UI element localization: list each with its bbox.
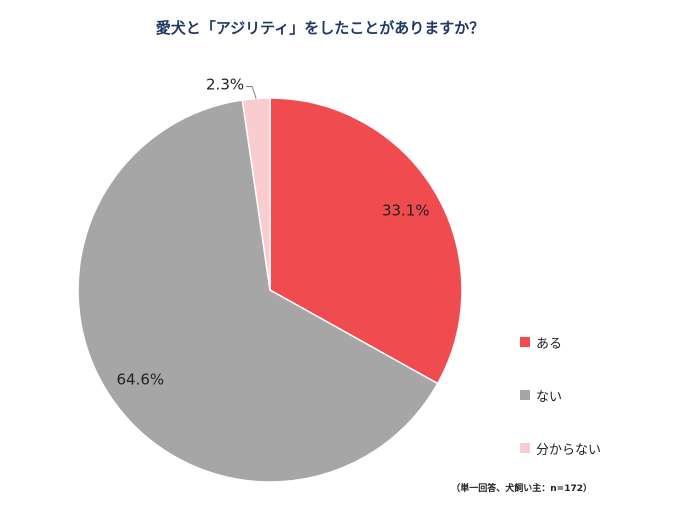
data-label: 2.3%	[206, 76, 244, 94]
legend-swatch	[520, 337, 530, 347]
legend-swatch	[520, 390, 530, 400]
legend-label: ない	[536, 389, 563, 405]
leader-line	[246, 86, 257, 99]
pie-slice	[77, 99, 439, 483]
legend-item: 分からない	[520, 438, 601, 458]
pie-slice	[269, 97, 463, 385]
legend-item: ない	[520, 385, 601, 405]
footnote: （単一回答、犬飼い主：n=172）	[451, 484, 592, 494]
legend-swatch	[520, 443, 530, 453]
data-label: 64.6%	[117, 370, 165, 388]
legend: ある ない 分からない	[520, 332, 601, 491]
legend-label: ある	[536, 336, 563, 352]
chart-title: 愛犬と「アジリティ」をしたことがありますか？	[155, 19, 485, 37]
legend-label: 分からない	[536, 442, 602, 458]
data-label: 33.1%	[382, 201, 430, 219]
legend-item: ある	[520, 332, 601, 352]
